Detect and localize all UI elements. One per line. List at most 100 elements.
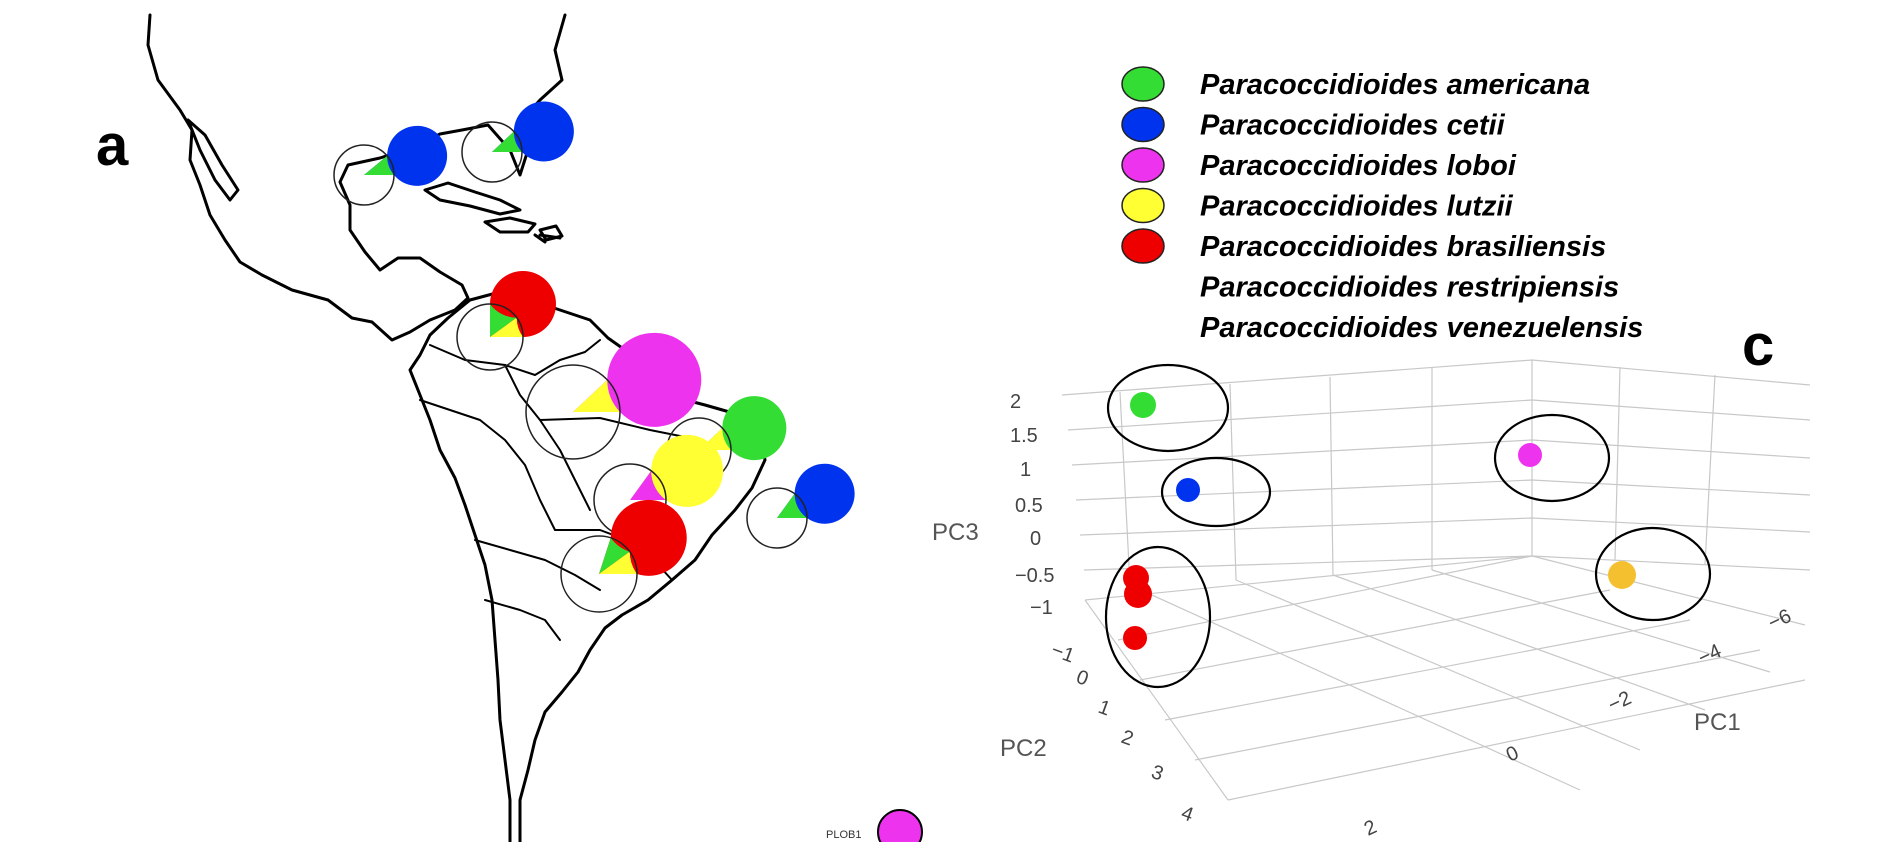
pie-slice-lutzii [490, 317, 523, 337]
legend-swatch [1121, 228, 1165, 264]
pie-outline [461, 121, 523, 183]
legend-label: Paracoccidioides brasiliensis [1200, 231, 1606, 263]
pie-atlantic-offshore [746, 463, 855, 549]
axis-title-pc3: PC3 [932, 519, 979, 546]
pie-outline [333, 144, 395, 206]
panel-letter-c: c [1742, 313, 1774, 378]
pie-slice-americana [492, 131, 522, 152]
z-tick-label: 1 [1020, 459, 1031, 481]
extra-tick-label: 2 [1361, 816, 1380, 841]
x-axis-ticks: 0 −2 −4 −6 [1503, 605, 1795, 767]
pie-south-brazil [560, 499, 687, 613]
cluster-ring [1160, 456, 1272, 528]
cluster-brasiliensis [1104, 545, 1212, 689]
pie-slice-americana [490, 304, 517, 337]
pca-panel: c [932, 313, 1811, 841]
coastline-hispaniola [483, 216, 537, 234]
y-tick-label: 1 [1095, 696, 1113, 720]
legend-label: Paracoccidioides loboi [1200, 150, 1517, 182]
legend: Paracoccidioides americana Paracoccidioid… [1121, 66, 1643, 344]
legend-label: Paracoccidioides lutzii [1200, 191, 1514, 223]
border-lines [419, 339, 701, 641]
z-tick-label: 2 [1010, 391, 1021, 413]
z-tick-label: −1 [1030, 597, 1053, 619]
panel-letter-a: a [96, 113, 129, 178]
cluster-ring [1493, 413, 1611, 503]
pie-central-brazil [593, 434, 724, 537]
x-tick-label: 0 [1503, 742, 1522, 767]
legend-item: Paracoccidioides lutzii [1121, 187, 1514, 224]
z-tick-label: −0.5 [1015, 565, 1054, 587]
pca-point [1176, 478, 1200, 502]
y-tick-label: −1 [1048, 639, 1077, 667]
pie-outline [456, 303, 524, 371]
x-tick-label: −2 [1605, 687, 1635, 717]
pie-gulf-of-mexico [333, 125, 448, 206]
pie-slice-loboi [630, 470, 666, 500]
legend-item: Paracoccidioides cetii [1121, 106, 1506, 143]
axis-title-pc1: PC1 [1694, 709, 1741, 736]
y-tick-label: 2 [1118, 726, 1136, 750]
pca-clusters [1104, 363, 1712, 689]
cluster-cetii [1160, 456, 1272, 528]
pie-outline [525, 364, 621, 460]
cluster-lutzii [1594, 526, 1712, 622]
pca-point [1124, 580, 1152, 608]
pca-point [1123, 626, 1147, 650]
pie-outline [746, 487, 808, 549]
sample-dot [877, 809, 923, 842]
pca-point [1608, 561, 1636, 589]
pca-point [1518, 443, 1542, 467]
y-tick-label: 0 [1073, 666, 1091, 690]
legend-label: Paracoccidioides venezuelensis [1200, 312, 1643, 344]
y-tick-label: 3 [1148, 761, 1166, 785]
legend-swatch [1121, 106, 1165, 143]
legend-label: Paracoccidioides restripiensis [1200, 272, 1619, 304]
coastline-south-america [408, 290, 767, 842]
coastline-islands-small [533, 224, 564, 244]
y-tick-label: 4 [1178, 802, 1196, 826]
pie-slice-lutzii [599, 551, 637, 574]
coastline-baja [186, 118, 240, 202]
pie-amazon [525, 332, 702, 460]
pie-slice-americana [364, 155, 394, 175]
pie-slice-americana [599, 537, 630, 574]
cluster-ring [1104, 545, 1212, 689]
z-axis-ticks: 2 1.5 1 0.5 0 −0.5 −1 [1010, 391, 1054, 619]
x-tick-label: −6 [1765, 605, 1795, 635]
z-tick-label: 0 [1030, 528, 1041, 550]
pie-charts [333, 101, 855, 613]
pie-venezuela [456, 271, 556, 371]
cluster-americana [1106, 363, 1230, 453]
legend-swatch [1121, 187, 1165, 224]
pie-slice-lutzii [573, 379, 620, 412]
legend-label: Paracoccidioides cetii [1200, 110, 1506, 142]
axis-title-pc2: PC2 [1000, 735, 1047, 762]
pca-point [1130, 392, 1156, 418]
coastline-cuba [423, 181, 522, 216]
legend-item: Paracoccidioides restripiensis [1200, 272, 1619, 304]
cluster-ring [1106, 363, 1230, 453]
pie-slice-cetii [492, 101, 574, 162]
legend-swatch [1121, 66, 1165, 102]
pie-slice-cetii [364, 125, 448, 186]
z-tick-label: 0.5 [1015, 495, 1043, 517]
legend-item: Paracoccidioides loboi [1121, 147, 1517, 183]
legend-item: Paracoccidioides venezuelensis [1200, 312, 1643, 344]
legend-item: Paracoccidioides brasiliensis [1121, 228, 1606, 264]
pca-grid [1061, 359, 1811, 801]
cluster-ring [1594, 526, 1712, 622]
pie-slice-americana [777, 493, 807, 518]
legend-item: Paracoccidioides americana [1121, 66, 1590, 102]
legend-label: Paracoccidioides americana [1200, 69, 1590, 101]
sample-marker: PLOB1 [826, 809, 923, 842]
coastline [146, 13, 767, 842]
sample-label: PLOB1 [826, 829, 861, 841]
map-panel: a PLOB1 [96, 13, 923, 842]
z-tick-label: 1.5 [1010, 425, 1038, 447]
legend-swatch [1121, 147, 1165, 183]
cluster-loboi [1493, 413, 1611, 503]
pie-outline [560, 535, 638, 613]
x-tick-label: −4 [1695, 640, 1725, 670]
